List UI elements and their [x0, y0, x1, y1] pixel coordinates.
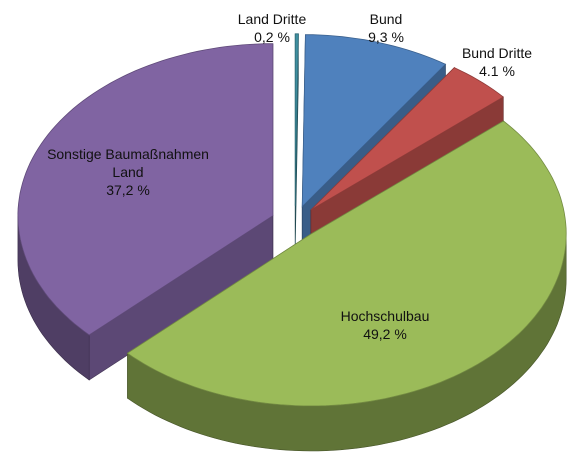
slice	[17, 43, 274, 336]
category-label: Hochschulbau	[340, 308, 430, 324]
value-label: 37,2 %	[106, 182, 150, 198]
slice	[294, 33, 299, 206]
slice	[126, 120, 567, 407]
slice-label: Sonstige Baumaßnahmen Land 37,2 %	[43, 145, 213, 199]
category-label: Sonstige Baumaßnahmen Land	[47, 146, 209, 180]
value-label: 49,2 %	[363, 326, 407, 342]
category-label: Bund	[369, 11, 403, 27]
value-label: 9,3 %	[368, 29, 404, 45]
value-label: 4.1 %	[479, 63, 515, 79]
category-label: Bund Dritte	[461, 45, 533, 61]
slice-label: Bund Dritte 4.1 %	[447, 44, 547, 80]
slice	[310, 67, 505, 211]
category-label: Land Dritte	[237, 11, 307, 27]
slice	[301, 34, 447, 208]
slice-label: Hochschulbau 49,2 %	[320, 307, 450, 343]
value-label: 0,2 %	[254, 29, 290, 45]
slice-label: Bund 9,3 %	[346, 10, 426, 46]
slice-label: Land Dritte 0,2 %	[217, 10, 327, 46]
